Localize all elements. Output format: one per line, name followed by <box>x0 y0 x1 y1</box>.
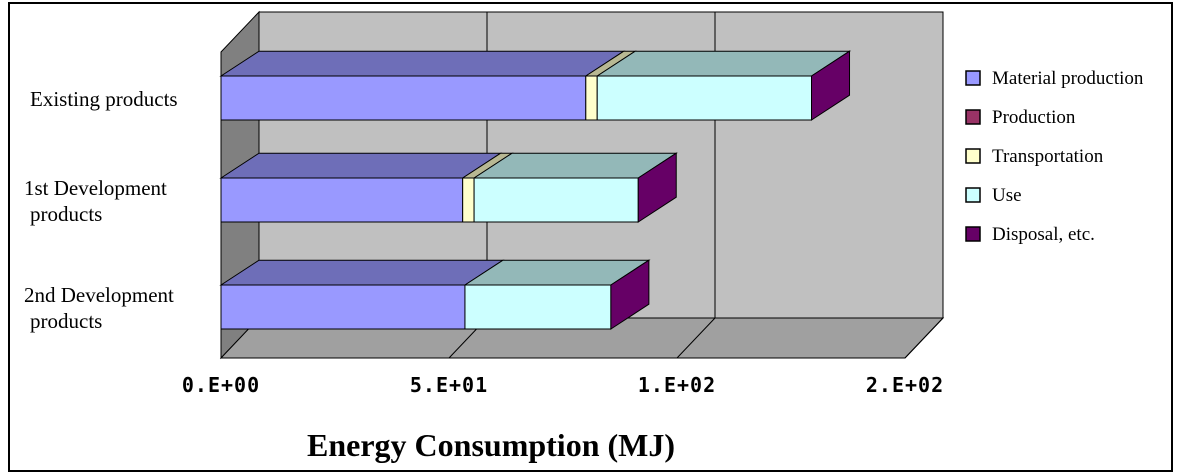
x-tick-label: 5.E+01 <box>410 373 488 397</box>
x-tick-label: 2.E+02 <box>866 373 944 397</box>
bar-segment <box>596 75 813 121</box>
legend-label: Disposal, etc. <box>992 224 1095 245</box>
bar-end-face <box>811 50 851 121</box>
bar-segment <box>464 284 612 330</box>
bar-segment <box>220 75 587 121</box>
bar-segment-top <box>219 50 626 77</box>
bar-segment <box>585 75 598 121</box>
bar-end-face <box>637 152 677 223</box>
legend-swatch <box>965 226 981 242</box>
category-label: 1st Development <box>24 176 167 200</box>
legend-label: Production <box>992 107 1076 128</box>
bar-segment-top <box>595 50 852 77</box>
x-tick-label: 0.E+00 <box>182 373 260 397</box>
legend-swatch <box>965 70 981 86</box>
legend-swatch <box>965 109 981 125</box>
bar-segment <box>462 177 475 223</box>
floor-gridline <box>676 317 716 359</box>
category-label: 2nd Development <box>24 283 174 307</box>
bar-segment <box>473 177 639 223</box>
legend-label: Use <box>992 185 1022 206</box>
legend-label: Transportation <box>992 146 1104 167</box>
bar-end-face <box>610 259 650 330</box>
x-axis-title: Energy Consumption (MJ) <box>307 427 675 463</box>
bar-segment-top <box>219 152 503 179</box>
category-label: Existing products <box>30 87 178 111</box>
floor-gridline <box>904 317 944 359</box>
bar-segment-top <box>219 259 505 286</box>
category-label: products <box>30 309 102 333</box>
x-tick-label: 1.E+02 <box>638 373 716 397</box>
category-label: products <box>30 202 102 226</box>
legend-swatch <box>965 187 981 203</box>
bar-segment <box>220 177 464 223</box>
legend-label: Material production <box>992 68 1144 89</box>
bar-segment <box>220 284 466 330</box>
legend-swatch <box>965 148 981 164</box>
